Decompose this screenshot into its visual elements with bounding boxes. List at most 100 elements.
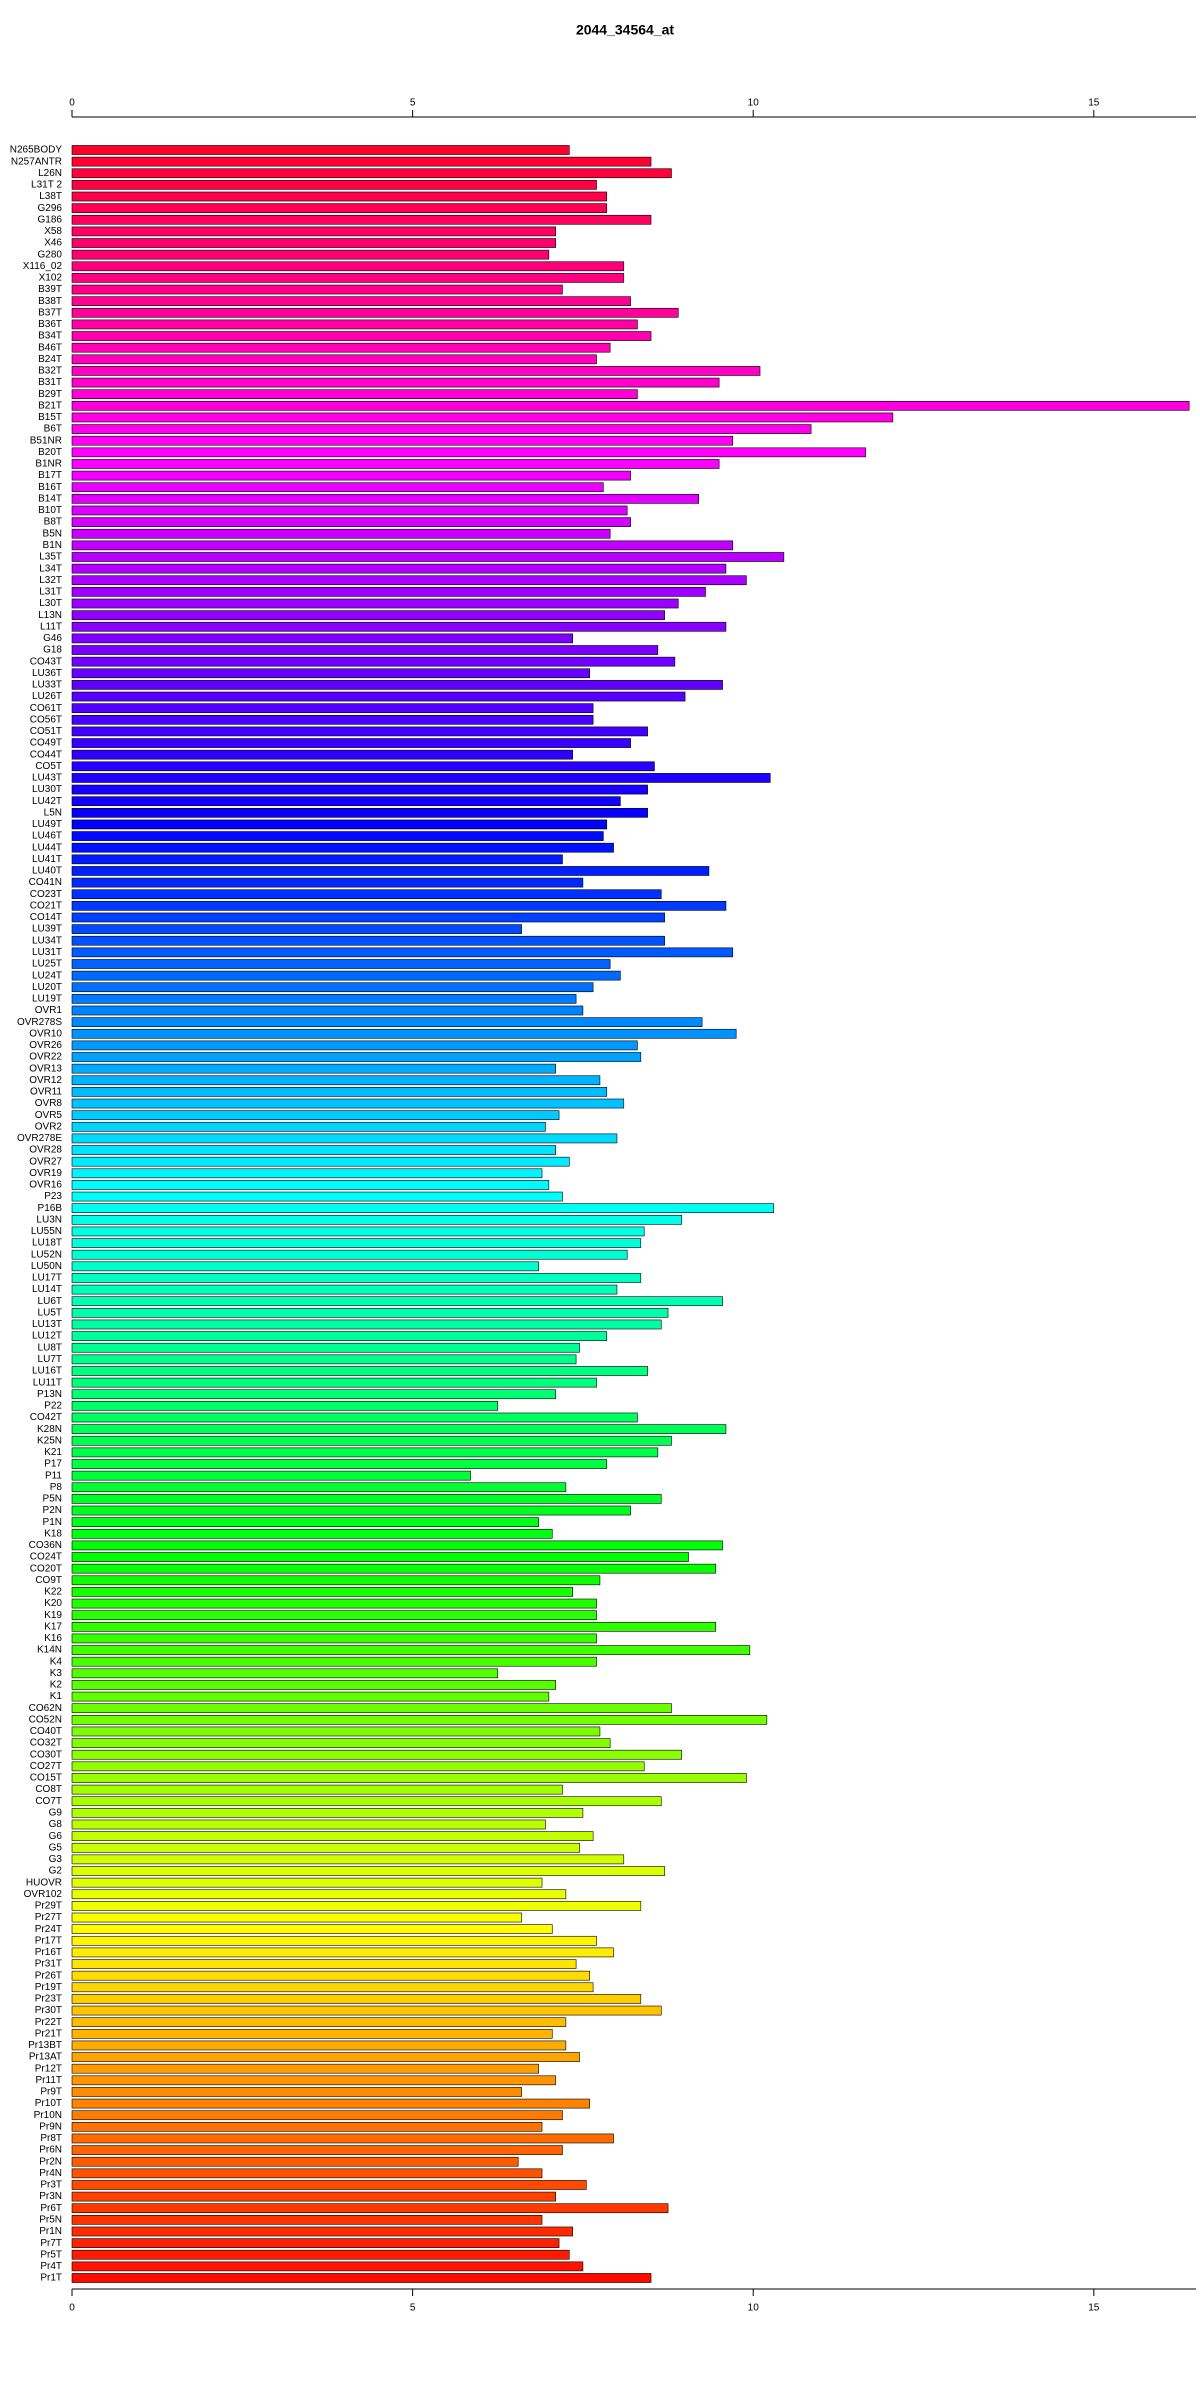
bar: [71, 145, 570, 155]
x-tick-label: 5: [410, 98, 416, 109]
y-tick-label: Pr5T: [40, 2249, 62, 2260]
y-tick-label: LU12T: [32, 1331, 62, 1342]
bar: [71, 2273, 652, 2283]
y-tick-label: B37T: [38, 307, 62, 318]
bar: [71, 1389, 556, 1400]
y-tick-label: LU17T: [32, 1273, 62, 1284]
bar: [71, 1703, 672, 1714]
y-tick-label: OVR8: [35, 1098, 63, 1109]
bar: [71, 1377, 597, 1388]
y-tick-label: HUOVR: [26, 1877, 62, 1888]
y-tick-label: B1N: [43, 540, 62, 551]
bar: [71, 1459, 608, 1469]
y-tick-label: LU30T: [32, 784, 62, 795]
y-tick-label: LU31T: [32, 947, 62, 958]
bar: [71, 2063, 539, 2074]
bar: [71, 1145, 556, 1155]
bar: [71, 354, 597, 365]
y-tick-label: CO52N: [29, 1714, 62, 1725]
y-tick-label: P13N: [37, 1389, 62, 1400]
y-tick-label: CO40T: [30, 1726, 62, 1737]
y-tick-label: LU8T: [38, 1342, 62, 1353]
bar: [71, 1610, 597, 1621]
bar: [71, 761, 655, 772]
bar: [71, 1482, 567, 1493]
y-tick-label: Pr5N: [39, 2214, 62, 2225]
bar: [71, 2098, 591, 2109]
y-tick-label: CO24T: [30, 1552, 62, 1563]
bar: [71, 1633, 597, 1644]
bar: [71, 1168, 543, 1179]
y-tick-label: K28N: [37, 1424, 62, 1435]
bar: [71, 1308, 669, 1318]
y-tick-label: P23: [44, 1191, 62, 1202]
bar: [71, 1773, 747, 1783]
bar: [71, 342, 611, 353]
y-tick-label: B31T: [38, 377, 62, 388]
bar: [71, 203, 608, 213]
y-tick-label: L32T: [39, 575, 62, 586]
y-tick-label: L35T: [39, 552, 62, 563]
y-tick-label: Pr10T: [35, 2098, 62, 2109]
bar: [71, 1726, 601, 1737]
y-tick-label: P11: [45, 1470, 62, 1481]
bar: [71, 1354, 577, 1365]
bar: [71, 389, 638, 400]
y-tick-label: B46T: [38, 342, 62, 353]
bar: [71, 1226, 645, 1237]
y-tick-label: Pr6T: [40, 2203, 62, 2214]
y-tick-label: L26N: [38, 168, 62, 179]
y-tick-label: OVR13: [29, 1063, 62, 1074]
bar: [71, 261, 625, 272]
bar: [71, 517, 631, 527]
y-tick-label: LU7T: [38, 1354, 62, 1365]
bar: [71, 1656, 597, 1667]
y-tick-label: Pr23T: [35, 1994, 62, 2005]
y-tick-label: OVR22: [29, 1052, 62, 1063]
bar: [71, 435, 734, 446]
y-tick-label: CO32T: [30, 1738, 62, 1749]
bar: [71, 947, 734, 958]
bar: [71, 1191, 563, 1202]
y-tick-label: B5N: [43, 528, 62, 539]
bar: [71, 656, 676, 667]
y-tick-label: OVR26: [29, 1040, 62, 1051]
y-tick-label: L5N: [44, 807, 62, 818]
y-tick-label: K4: [50, 1656, 63, 1667]
bar: [71, 2261, 584, 2272]
y-tick-label: X46: [44, 238, 62, 249]
y-tick-label: L38T: [39, 191, 62, 202]
bar: [71, 470, 631, 481]
y-tick-label: LU46T: [32, 831, 62, 842]
bar: [71, 447, 866, 458]
chart-title: 2044_34564_at: [576, 22, 674, 38]
x-tick-label: 0: [69, 2303, 75, 2314]
y-tick-label: Pr29T: [35, 1901, 62, 1912]
y-tick-label: B36T: [38, 319, 62, 330]
y-tick-label: Pr4N: [39, 2168, 62, 2179]
bar: [71, 540, 734, 551]
bar: [71, 1854, 625, 1865]
bar: [71, 1796, 662, 1807]
y-tick-label: LU43T: [32, 773, 62, 784]
y-tick-label: CO5T: [35, 761, 62, 772]
bar: [71, 400, 1190, 411]
bar: [71, 807, 648, 818]
bar: [71, 575, 747, 586]
bar: [71, 1005, 584, 1016]
bar: [71, 784, 648, 795]
bar: [71, 877, 584, 888]
bar: [71, 1982, 594, 1993]
y-tick-label: P17: [44, 1459, 62, 1470]
x-tick-label: 15: [1088, 98, 1100, 109]
bar: [71, 2017, 567, 2028]
bar: [71, 1621, 717, 1632]
bar: [71, 1075, 601, 1086]
bar: [71, 854, 563, 865]
y-tick-label: CO42T: [30, 1412, 62, 1423]
y-tick-label: CO43T: [30, 656, 62, 667]
y-tick-label: P8: [50, 1482, 63, 1493]
y-tick-label: Pr16T: [35, 1947, 62, 1958]
bar: [71, 1528, 553, 1539]
y-tick-label: X116_02: [23, 261, 63, 272]
